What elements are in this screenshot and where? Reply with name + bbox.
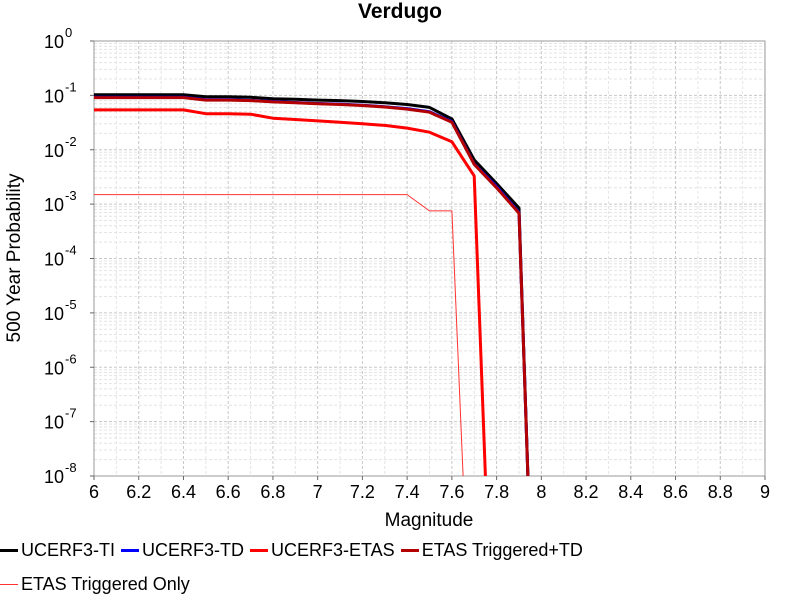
legend-label: UCERF3-TD (142, 539, 244, 560)
x-tick-label: 7.2 (350, 482, 375, 502)
legend-item: UCERF3-TI (0, 540, 115, 561)
legend-row: UCERF3-TI UCERF3-TD UCERF3-ETAS ETAS Trigge… (0, 533, 800, 567)
legend-swatch (400, 548, 419, 552)
y-tick-label-exponent: -5 (65, 297, 77, 312)
legend-item: UCERF3-TD (121, 540, 244, 561)
y-tick-label-base: 10 (44, 141, 64, 161)
x-tick-label: 8.2 (574, 482, 599, 502)
legend-swatch (250, 548, 268, 552)
y-tick-label-base: 10 (44, 86, 64, 106)
x-tick-label: 6.4 (171, 482, 196, 502)
y-tick-label-base: 10 (44, 467, 64, 487)
x-axis-label: Magnitude (385, 510, 474, 530)
x-tick-label: 8.4 (618, 482, 643, 502)
y-tick-label-base: 10 (44, 358, 64, 378)
chart: Verdugo 6 6.2 6.4 6.6 6.8 7 7.2 7.4 7.6 7.8 8 8.2 8.… (4, 0, 770, 530)
chart-title: Verdugo (358, 0, 442, 23)
legend-row: ETAS Triggered Only (0, 567, 800, 601)
y-tick-label-exponent: -1 (65, 79, 77, 94)
grid (93, 41, 766, 477)
x-tick-label: 6 (89, 482, 99, 502)
x-tick-label: 6.6 (216, 482, 241, 502)
y-tick-label-exponent: -4 (65, 243, 77, 258)
legend-item: ETAS Triggered Only (0, 574, 190, 595)
y-tick-label-exponent: -8 (65, 460, 77, 475)
y-tick-label-base: 10 (44, 32, 64, 52)
x-tick-label: 7.8 (484, 482, 509, 502)
y-tick-label-base: 10 (44, 413, 64, 433)
x-tick-label: 8.8 (708, 482, 733, 502)
series-group (94, 93, 530, 476)
y-tick-label-base: 10 (44, 304, 64, 324)
x-tick-label: 7 (313, 482, 323, 502)
legend-label: UCERF3-ETAS (271, 539, 395, 560)
legend-item: ETAS Triggered+TD (400, 539, 583, 561)
legend-label: UCERF3-TI (21, 539, 115, 560)
y-tick-label-base: 10 (44, 250, 64, 270)
series-line-etas-triggered-td (94, 96, 530, 476)
y-tick-label-exponent: -2 (65, 134, 77, 149)
legend-label: ETAS Triggered+TD (421, 539, 583, 560)
x-tick-label: 6.2 (126, 482, 151, 502)
x-tick-label: 8 (536, 482, 546, 502)
y-tick-label-base: 10 (44, 195, 64, 215)
series-line-etas-triggered-only (94, 194, 464, 476)
x-tick-label: 7.4 (395, 482, 420, 502)
y-tick-label-exponent: -3 (65, 188, 77, 203)
legend: UCERF3-TI UCERF3-TD UCERF3-ETAS ETAS Trigge… (0, 533, 800, 601)
legend-item: UCERF3-ETAS (250, 540, 395, 561)
y-tick-label-exponent: -6 (65, 351, 77, 366)
series-line-ucerf3-ti (94, 93, 530, 476)
legend-swatch (121, 548, 139, 552)
x-tick-label: 7.6 (439, 482, 464, 502)
legend-label: ETAS Triggered Only (21, 573, 190, 594)
y-axis-label: 500 Year Probability (4, 173, 25, 343)
x-axis: 6 6.2 6.4 6.6 6.8 7 7.2 7.4 7.6 7.8 8 8.2 8.4 8.6 8.8 9 (89, 476, 770, 502)
legend-swatch (0, 583, 18, 585)
legend-swatch (0, 548, 18, 552)
y-tick-label-exponent: 0 (65, 25, 72, 40)
x-tick-label: 6.8 (260, 482, 285, 502)
series-line-ucerf3-etas (94, 108, 487, 476)
x-tick-label: 9 (760, 482, 770, 502)
y-tick-label-exponent: -7 (65, 406, 77, 421)
x-tick-label: 8.6 (663, 482, 688, 502)
